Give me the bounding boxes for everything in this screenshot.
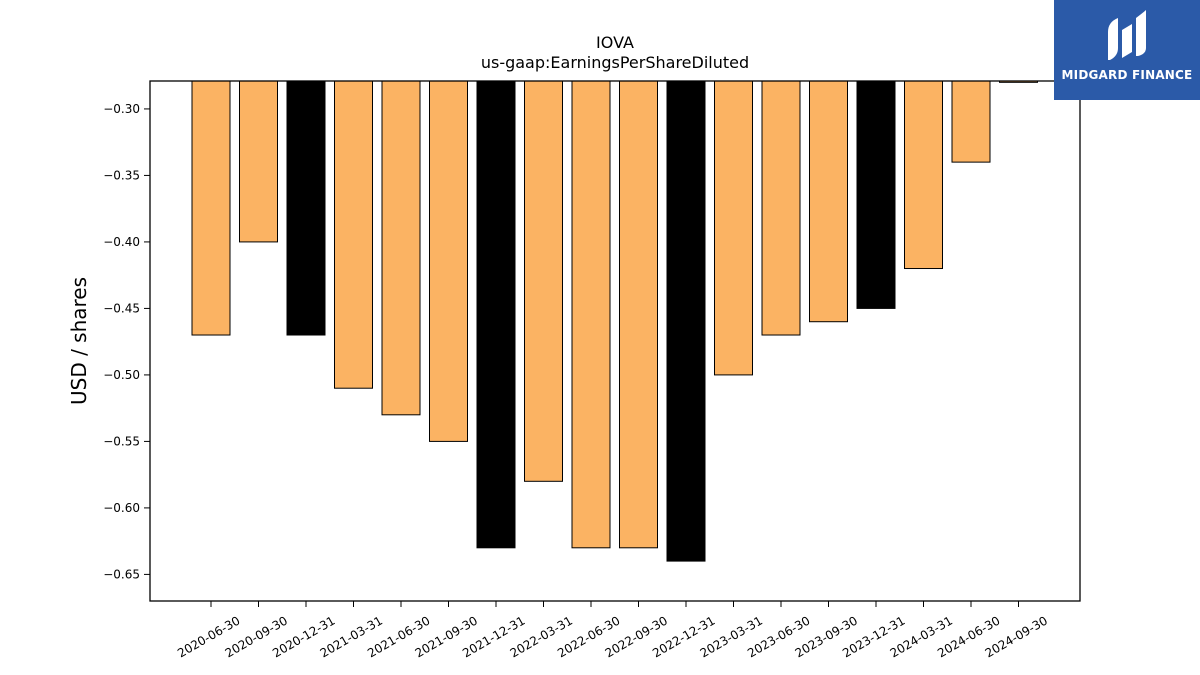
midgard-finance-logo: MIDGARD FINANCE (1054, 0, 1200, 100)
bar-2023-06-30 (761, 80, 801, 336)
chart-title: IOVA (596, 33, 634, 52)
y-tick-label: −0.40 (103, 235, 140, 249)
bars-group (191, 80, 1038, 562)
bar-2024-06-30 (951, 80, 991, 163)
bar-2024-03-31 (904, 80, 943, 270)
bar-2021-03-31 (334, 80, 373, 389)
bar-2022-03-31 (524, 80, 563, 482)
y-tick-label: −0.30 (103, 102, 140, 116)
bar-2020-12-31 (286, 80, 326, 336)
y-tick-label: −0.35 (103, 168, 140, 182)
bar-2021-09-30 (429, 80, 468, 442)
plot-frame (149, 80, 1081, 602)
bar-2022-09-30 (619, 80, 658, 549)
bar-2020-09-30 (239, 80, 278, 243)
y-axis-ticks: −0.30 −0.35 −0.40 −0.45 −0.50 −0.55 −0.60 −0.65 (103, 102, 150, 581)
bar-2023-09-30 (809, 80, 848, 323)
y-tick-label: −0.50 (103, 368, 140, 382)
chart-subtitle: us-gaap:EarningsPerShareDiluted (481, 53, 749, 72)
logo-name: MIDGARD FINANCE (1061, 68, 1193, 82)
y-tick-label: −0.65 (103, 567, 140, 581)
bar-2023-12-31 (856, 80, 896, 309)
bar-2022-12-31 (666, 80, 706, 562)
bar-2021-06-30 (381, 80, 421, 416)
y-tick-label: −0.60 (103, 501, 140, 515)
y-axis-label: USD / shares (67, 277, 91, 405)
midgard-logo-icon (1108, 10, 1146, 60)
bar-2020-06-30 (191, 80, 231, 336)
y-tick-label: −0.45 (103, 301, 140, 315)
bar-2022-06-30 (571, 80, 611, 549)
x-axis-ticks: 2020-06-302020-09-302020-12-312021-03-31… (175, 601, 1050, 660)
y-tick-label: −0.55 (103, 434, 140, 448)
bar-2021-12-31 (476, 80, 516, 549)
bar-2023-03-31 (714, 80, 753, 376)
